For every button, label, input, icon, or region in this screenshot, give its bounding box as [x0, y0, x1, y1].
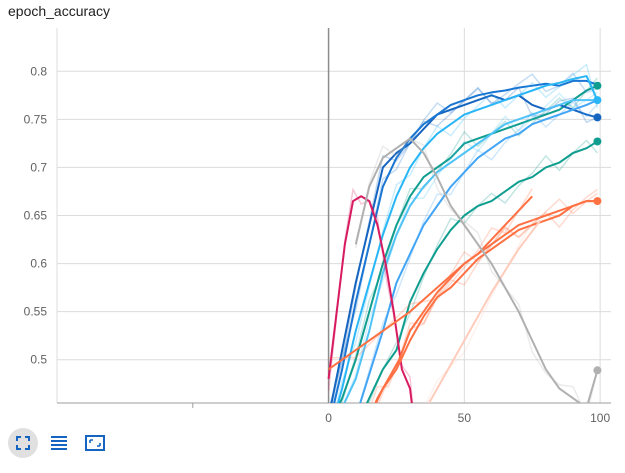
series-line [337, 75, 599, 403]
y-tick-label: 0.6 [30, 257, 47, 271]
y-tick-label: 0.75 [24, 112, 48, 126]
series-line [374, 200, 598, 403]
y-tick-label: 0.8 [30, 64, 47, 78]
series-line [359, 99, 598, 403]
y-tick-label: 0.65 [24, 209, 48, 223]
y-tick-label: 0.55 [24, 305, 48, 319]
series-raw-line [340, 77, 598, 403]
x-tick-label: 100 [590, 411, 610, 425]
fit-domain-button[interactable] [8, 428, 38, 458]
y-tick-label: 0.7 [30, 160, 47, 174]
series-line [374, 200, 598, 403]
series-raw-line [425, 208, 542, 403]
series-end-marker [593, 81, 602, 90]
chart-toolbar [8, 428, 110, 458]
toggle-fit-button[interactable] [80, 428, 110, 458]
series-raw-line [354, 137, 599, 403]
series-end-marker [593, 96, 602, 105]
series-group [327, 63, 599, 403]
series-line [327, 195, 413, 403]
log-scale-button[interactable] [44, 428, 74, 458]
series-raw-line [343, 91, 598, 403]
series-end-marker [593, 197, 602, 206]
list-icon [51, 436, 67, 450]
series-end-marker [593, 137, 602, 146]
series-end-marker [593, 366, 602, 375]
fullscreen-icon [16, 436, 30, 450]
y-tick-label: 0.5 [30, 353, 47, 367]
series-line [333, 79, 598, 403]
series-raw-line [328, 188, 533, 359]
series-line [365, 140, 598, 403]
chart[interactable]: 0.5 0.55 0.6 0.65 0.7 0.75 0.8 0 50 100 [0, 0, 625, 425]
series-line [354, 137, 599, 403]
x-tick-label: 50 [458, 411, 472, 425]
frame-icon [85, 435, 105, 451]
series-end-marker [593, 113, 602, 122]
x-tick-label: 0 [325, 411, 332, 425]
series-line [338, 84, 598, 403]
series-line [427, 219, 542, 403]
chart-title: epoch_accuracy [8, 3, 110, 19]
